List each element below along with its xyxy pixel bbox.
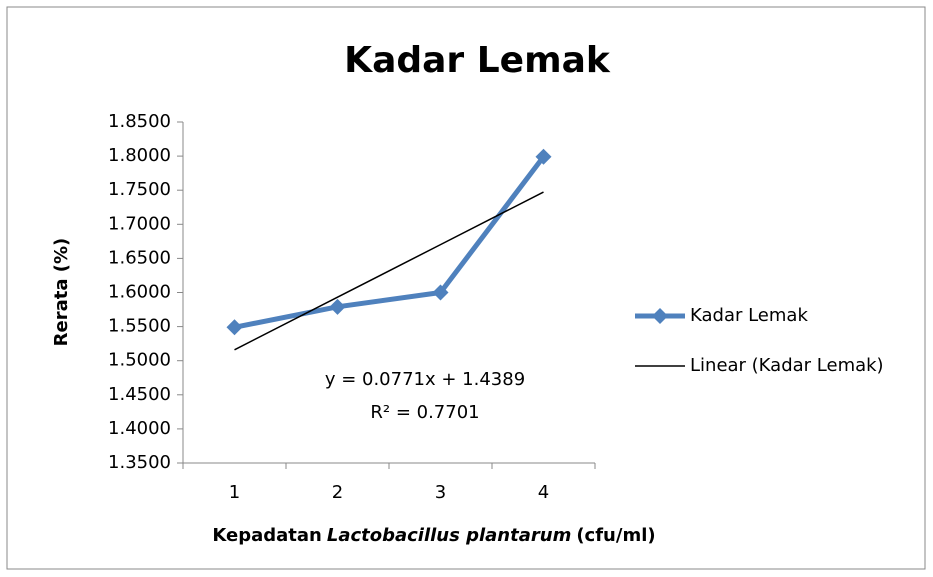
y-tick-label: 1.6500: [108, 247, 171, 268]
annotation: R² = 0.7701: [370, 402, 479, 423]
data-point: [432, 284, 449, 301]
data-point: [329, 298, 346, 315]
legend-label: Kadar Lemak: [690, 305, 808, 326]
legend-label: Linear (Kadar Lemak): [690, 355, 884, 376]
y-tick-label: 1.3500: [108, 452, 171, 473]
x-tick-label: 1: [229, 482, 240, 503]
x-label-part: Lactobacillus plantarum: [327, 525, 571, 546]
y-axis-label: Rerata (%): [51, 238, 72, 347]
y-tick-label: 1.7000: [108, 213, 171, 234]
x-axis-label: Kepadatan Lactobacillus plantarum (cfu/ml): [212, 525, 655, 546]
x-tick-label: 3: [435, 482, 446, 503]
y-tick-label: 1.5000: [108, 350, 171, 371]
data-point: [226, 319, 243, 336]
y-tick-label: 1.5500: [108, 316, 171, 337]
legend-marker: [652, 308, 668, 324]
y-tick-label: 1.8000: [108, 145, 171, 166]
data-line: [234, 155, 546, 330]
x-tick-label: 4: [538, 482, 549, 503]
y-tick-label: 1.4500: [108, 384, 171, 405]
x-label-part: (cfu/ml): [576, 525, 655, 546]
y-tick-label: 1.8500: [108, 111, 171, 132]
x-label-part: Kepadatan: [212, 525, 321, 546]
y-tick-label: 1.7500: [108, 179, 171, 200]
y-tick-label: 1.4000: [108, 418, 171, 439]
y-tick-label: 1.6000: [108, 282, 171, 303]
trend-line: [234, 191, 544, 351]
annotation: y = 0.0771x + 1.4389: [325, 369, 525, 390]
x-tick-label: 2: [332, 482, 343, 503]
chart-border: [6, 6, 926, 570]
data-point: [535, 148, 552, 165]
chart-title: Kadar Lemak: [344, 40, 611, 81]
